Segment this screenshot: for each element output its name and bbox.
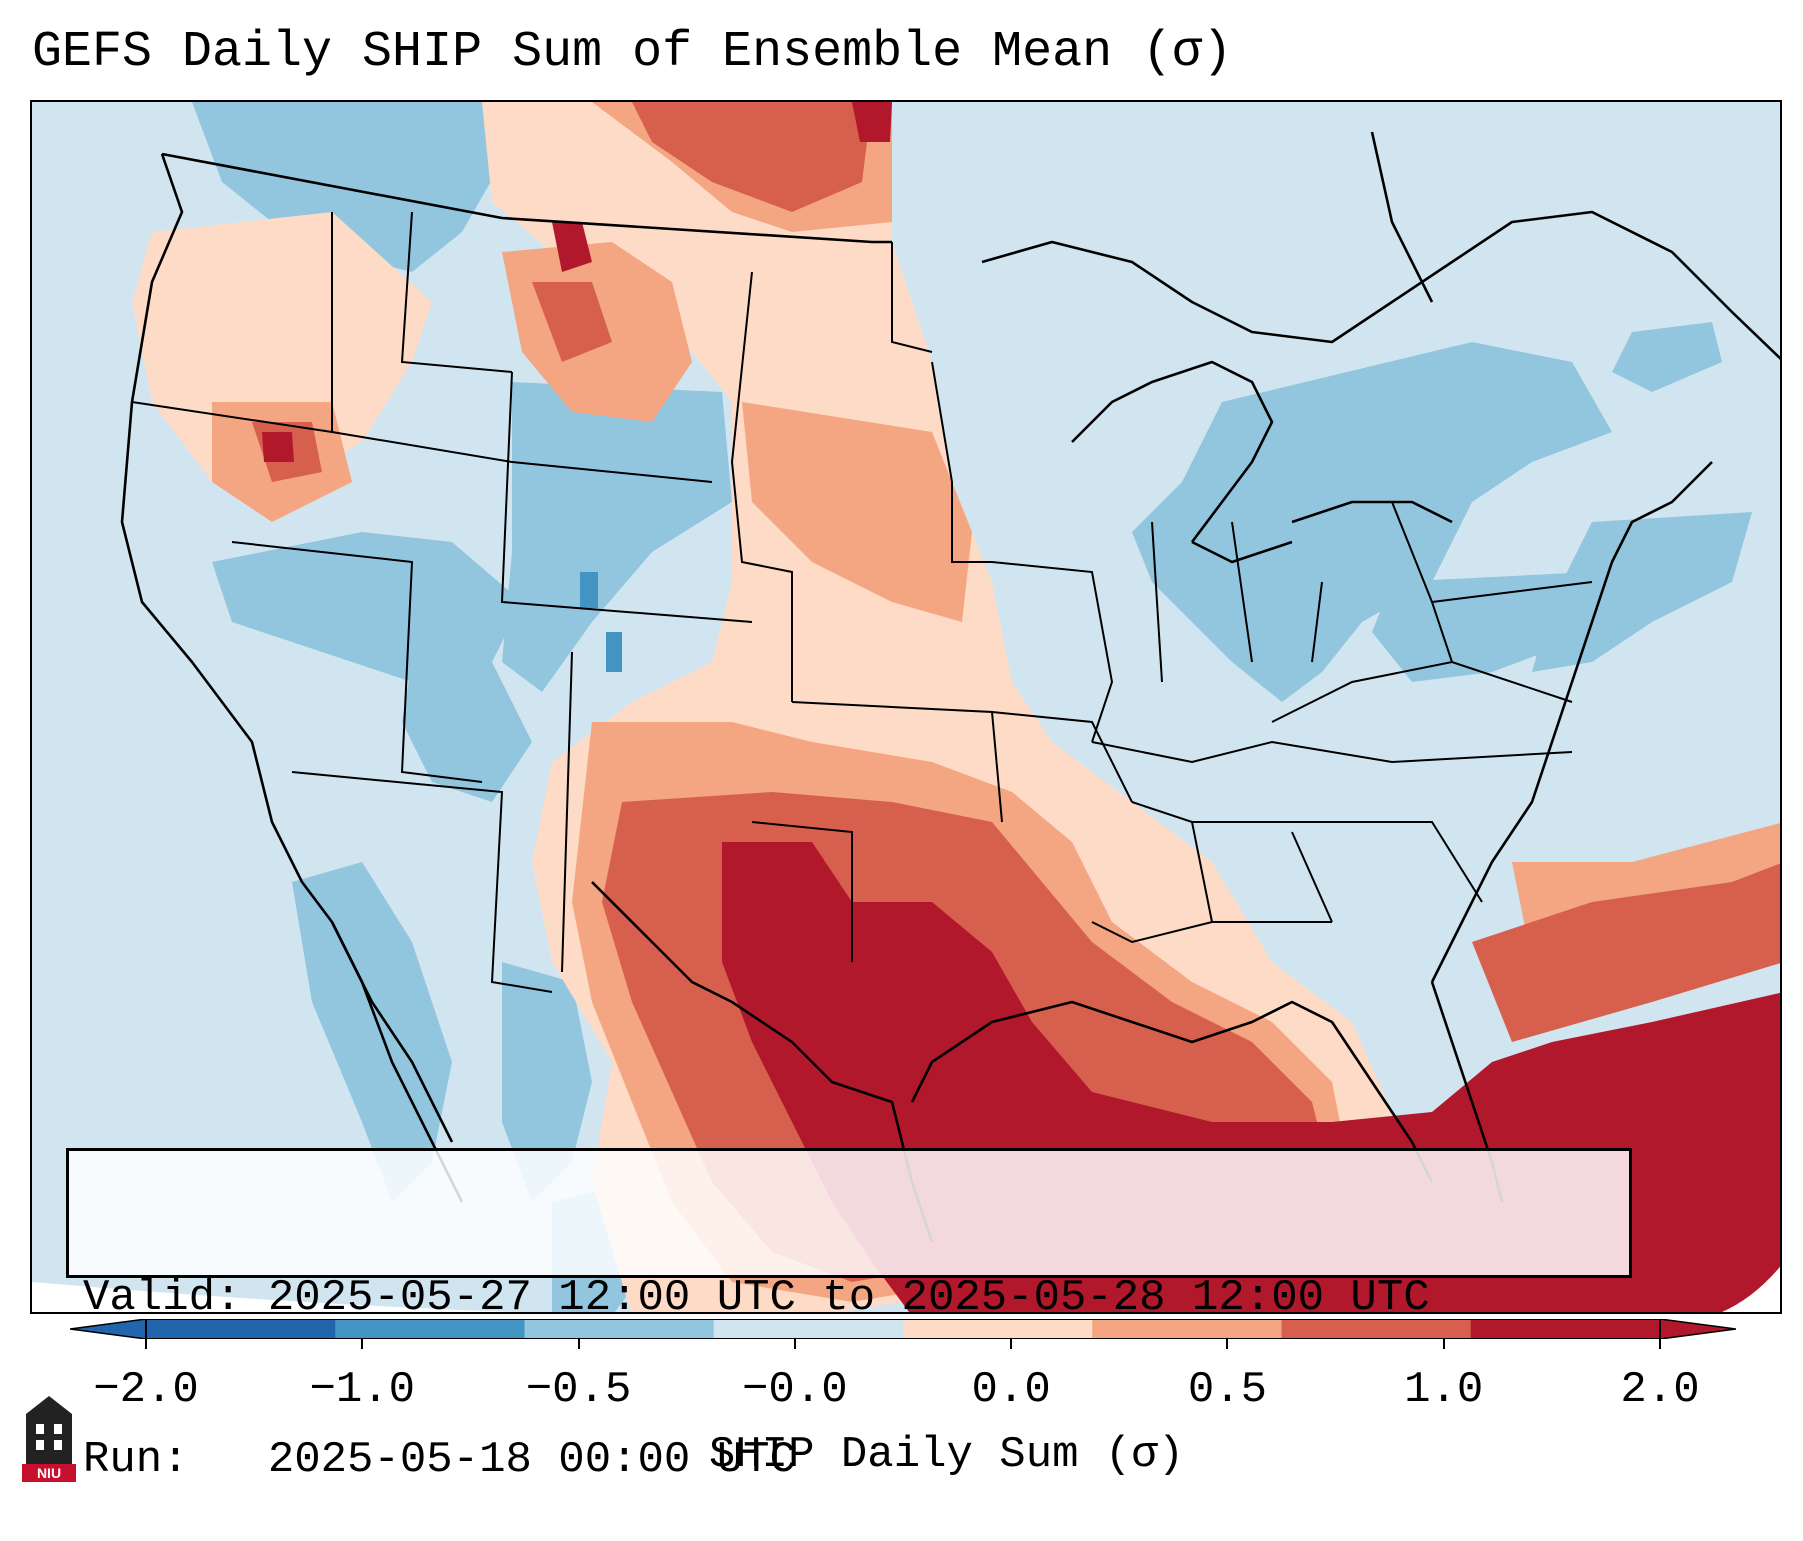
run-value: 2025-05-18 00:00 UTC bbox=[267, 1435, 796, 1485]
colorbar-tick-mark bbox=[1659, 1339, 1661, 1349]
colorbar-segment bbox=[335, 1319, 525, 1339]
colorbar-tick-label: −0.5 bbox=[525, 1365, 632, 1415]
map-panel bbox=[30, 100, 1782, 1314]
logo-text: NIU bbox=[37, 1465, 61, 1481]
colorbar-tick-label: 0.0 bbox=[971, 1365, 1051, 1415]
ship-field-map bbox=[32, 102, 1780, 1312]
colorbar-tick-mark bbox=[1226, 1339, 1229, 1349]
field-negative-zones bbox=[192, 102, 1752, 1312]
colorbar-segment bbox=[1281, 1319, 1472, 1339]
colorbar-tick-mark bbox=[1442, 1339, 1445, 1349]
run-row: Run: 2025-05-18 00:00 UTC bbox=[83, 1433, 1615, 1487]
colorbar-segment bbox=[903, 1319, 1093, 1339]
colorbar-segment bbox=[146, 1319, 336, 1339]
run-label: Run: bbox=[83, 1435, 189, 1485]
colorbar-tick-mark bbox=[361, 1339, 364, 1349]
colorbar-tick-label: 0.5 bbox=[1187, 1365, 1268, 1415]
niu-logo: NIU bbox=[22, 1396, 76, 1482]
colorbar-tick-mark bbox=[1010, 1339, 1013, 1349]
colorbar-tick-label: 1.0 bbox=[1404, 1365, 1484, 1415]
colorbar-extend-high bbox=[1659, 1319, 1736, 1339]
colorbar-segment bbox=[524, 1319, 715, 1339]
colorbar-tick-label: 2.0 bbox=[1620, 1365, 1700, 1415]
valid-run-info-box: Valid: 2025-05-27 12:00 UTC to 2025-05-2… bbox=[66, 1148, 1632, 1485]
colorbar-label: SHIP Daily Sum (σ) bbox=[708, 1430, 1185, 1480]
colorbar-segment bbox=[713, 1319, 904, 1339]
colorbar-tick-mark bbox=[577, 1339, 580, 1349]
colorbar-tick-label: −0.0 bbox=[742, 1365, 848, 1415]
valid-value: 2025-05-27 12:00 UTC to 2025-05-28 12:00… bbox=[267, 1273, 1430, 1323]
colorbar-segment bbox=[1470, 1319, 1661, 1339]
colorbar-tick-mark bbox=[793, 1339, 796, 1349]
colorbar-tick-mark bbox=[145, 1339, 147, 1349]
colorbar bbox=[70, 1319, 1736, 1339]
out-of-domain-corner bbox=[32, 1282, 515, 1312]
state-borders bbox=[131, 211, 1593, 993]
colorbar-tick-label: −1.0 bbox=[309, 1365, 416, 1415]
field-strong-negative bbox=[580, 572, 622, 672]
colorbar-extend-low bbox=[70, 1319, 147, 1339]
valid-row: Valid: 2025-05-27 12:00 UTC to 2025-05-2… bbox=[83, 1271, 1615, 1325]
valid-label: Valid: bbox=[83, 1273, 242, 1323]
chart-title: GEFS Daily SHIP Sum of Ensemble Mean (σ) bbox=[32, 24, 1233, 81]
colorbar-tick-label: −2.0 bbox=[93, 1365, 199, 1415]
colorbar-segment bbox=[1092, 1319, 1282, 1339]
coastlines-and-borders bbox=[120, 131, 1780, 1243]
